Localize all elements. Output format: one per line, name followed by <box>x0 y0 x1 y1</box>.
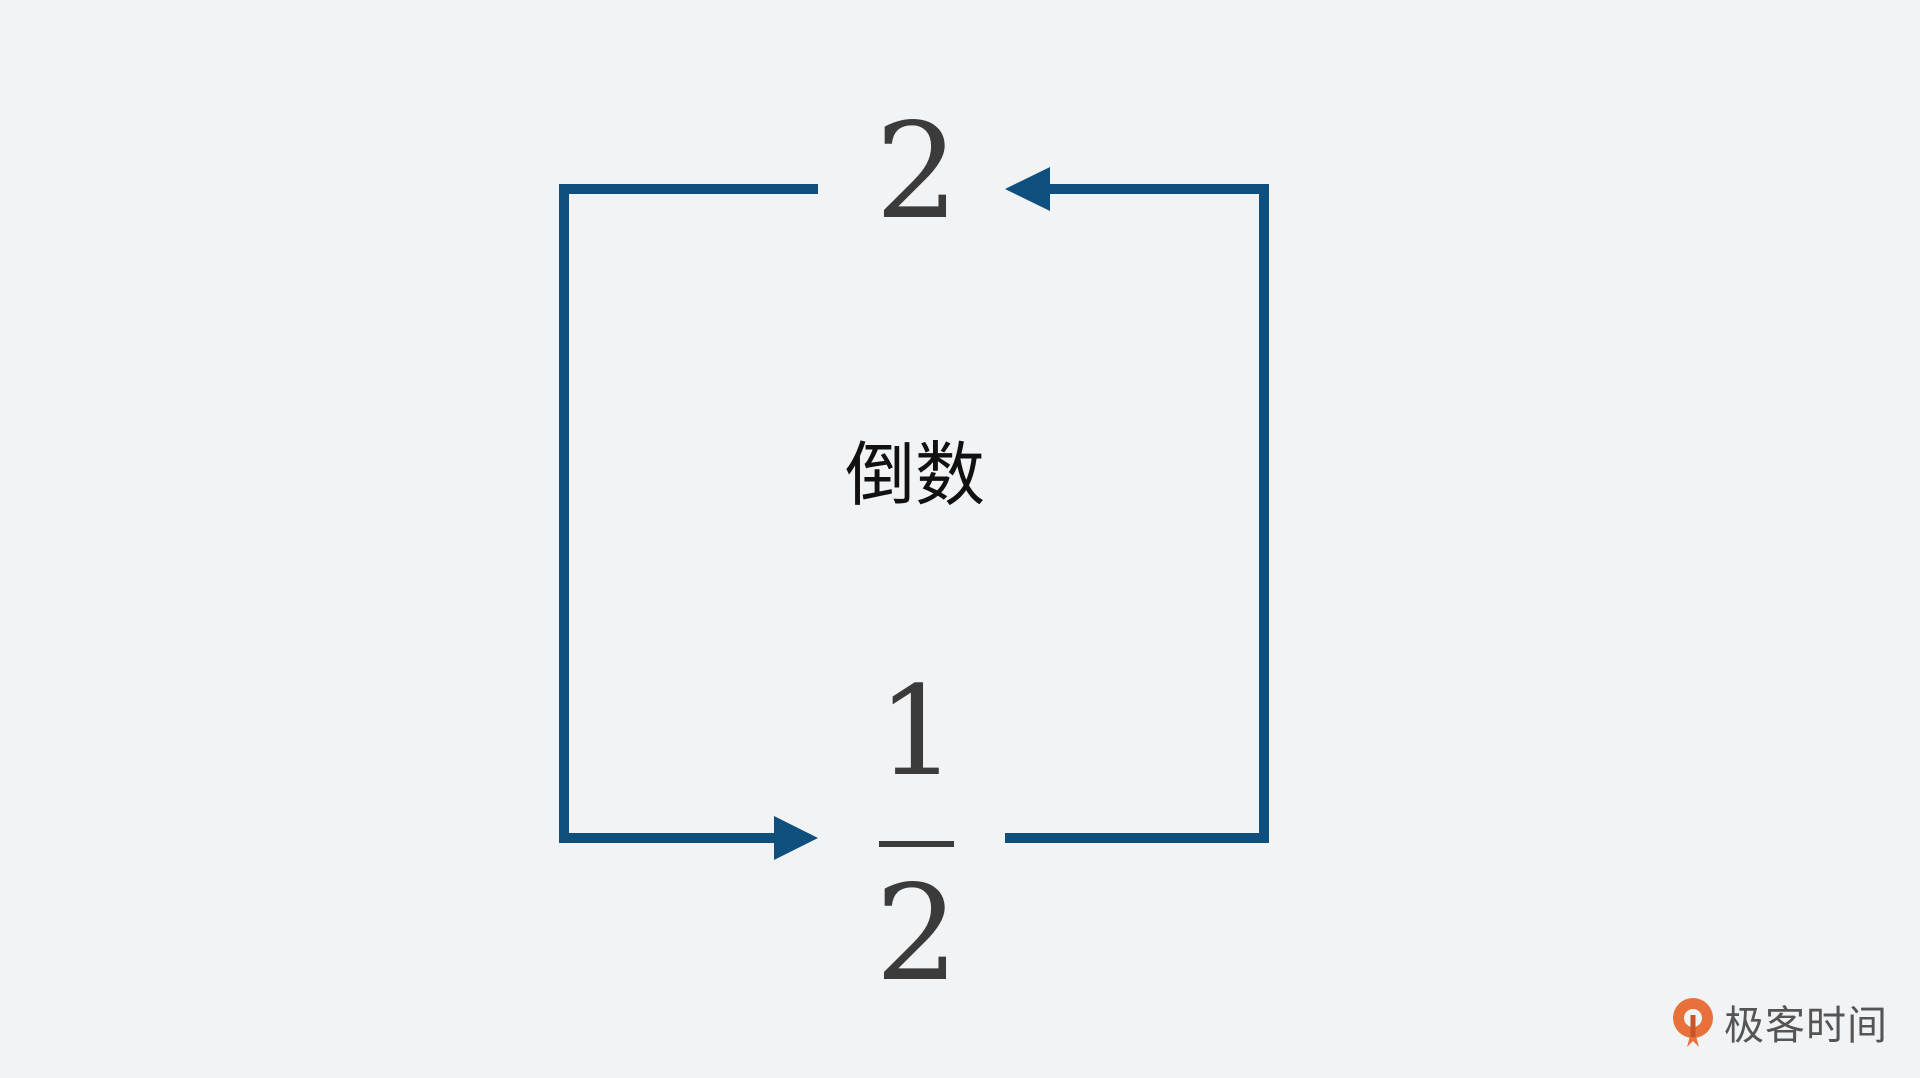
arrow-head-left <box>1005 167 1050 211</box>
top-number: 2 <box>875 95 959 249</box>
geektime-logo-icon <box>1673 998 1713 1047</box>
right-connector-line <box>1005 184 1269 843</box>
fraction-denominator: 2 <box>875 857 959 1011</box>
logo-text: 极客时间 <box>1724 1003 1888 1049</box>
arrow-head-right <box>774 816 818 860</box>
fraction-bar <box>879 841 954 847</box>
fraction-numerator: 1 <box>877 660 957 804</box>
geektime-watermark: 极客时间 <box>1670 992 1888 1052</box>
reciprocal-label: 倒数 <box>845 434 985 516</box>
left-connector-line <box>559 184 818 843</box>
